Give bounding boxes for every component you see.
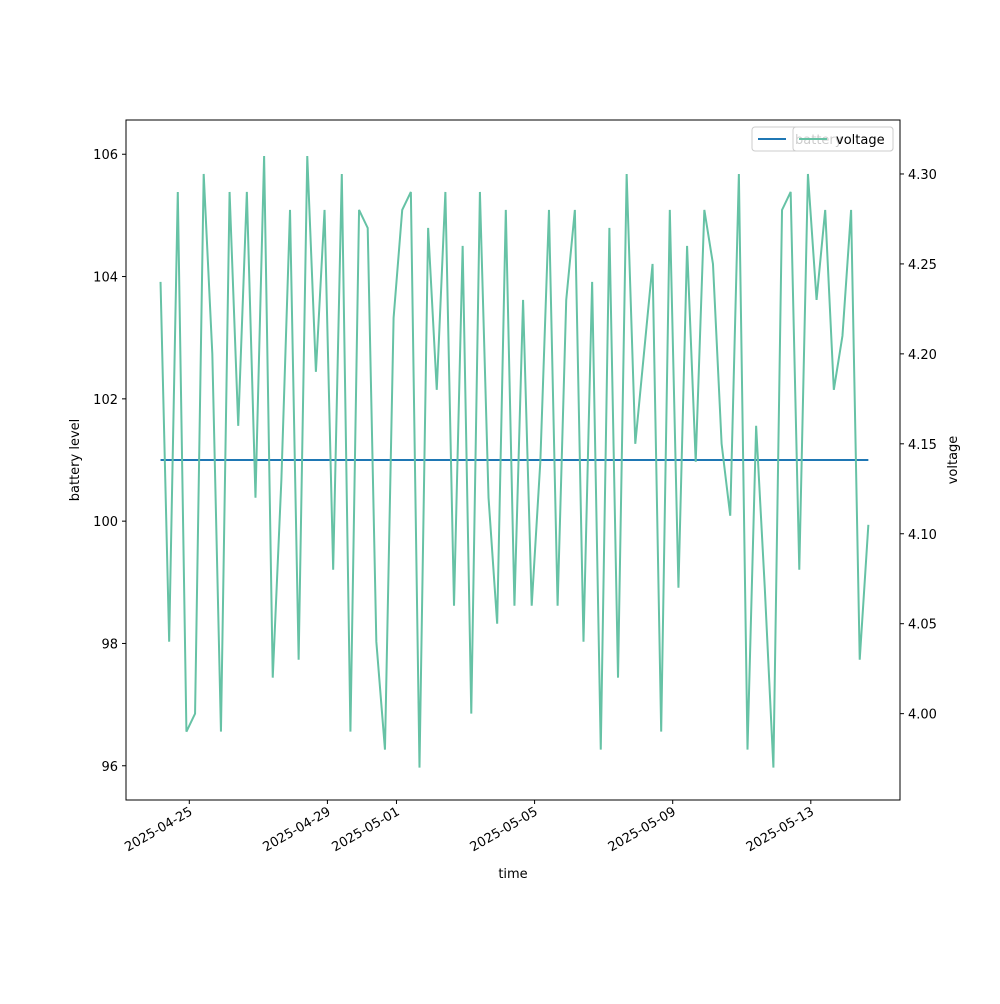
y-tick-label: 106 [93,148,118,163]
y-tick-label: 104 [93,271,118,286]
y2-tick-label: 4.15 [908,438,937,453]
y2-axis-label: voltage [946,436,961,485]
y-tick-label: 102 [93,393,118,408]
series-line [159,155,870,768]
x-axis-label: time [498,867,527,882]
y2-tick-label: 4.05 [908,618,937,633]
y2-tick-label: 4.10 [908,528,937,543]
y2-tick-label: 4.00 [908,708,937,723]
y-tick-label: 100 [93,515,118,530]
y2-tick-label: 4.30 [908,168,937,183]
y2-tick-label: 4.25 [908,258,937,273]
plot-frame [125,119,901,801]
y-axis-label: battery level [68,419,83,502]
y2-tick-label: 4.20 [908,348,937,363]
y-tick-label: 96 [101,760,118,775]
legend-box [792,126,894,152]
y-tick-label: 98 [101,637,118,652]
legend-label: voltage [836,133,885,148]
